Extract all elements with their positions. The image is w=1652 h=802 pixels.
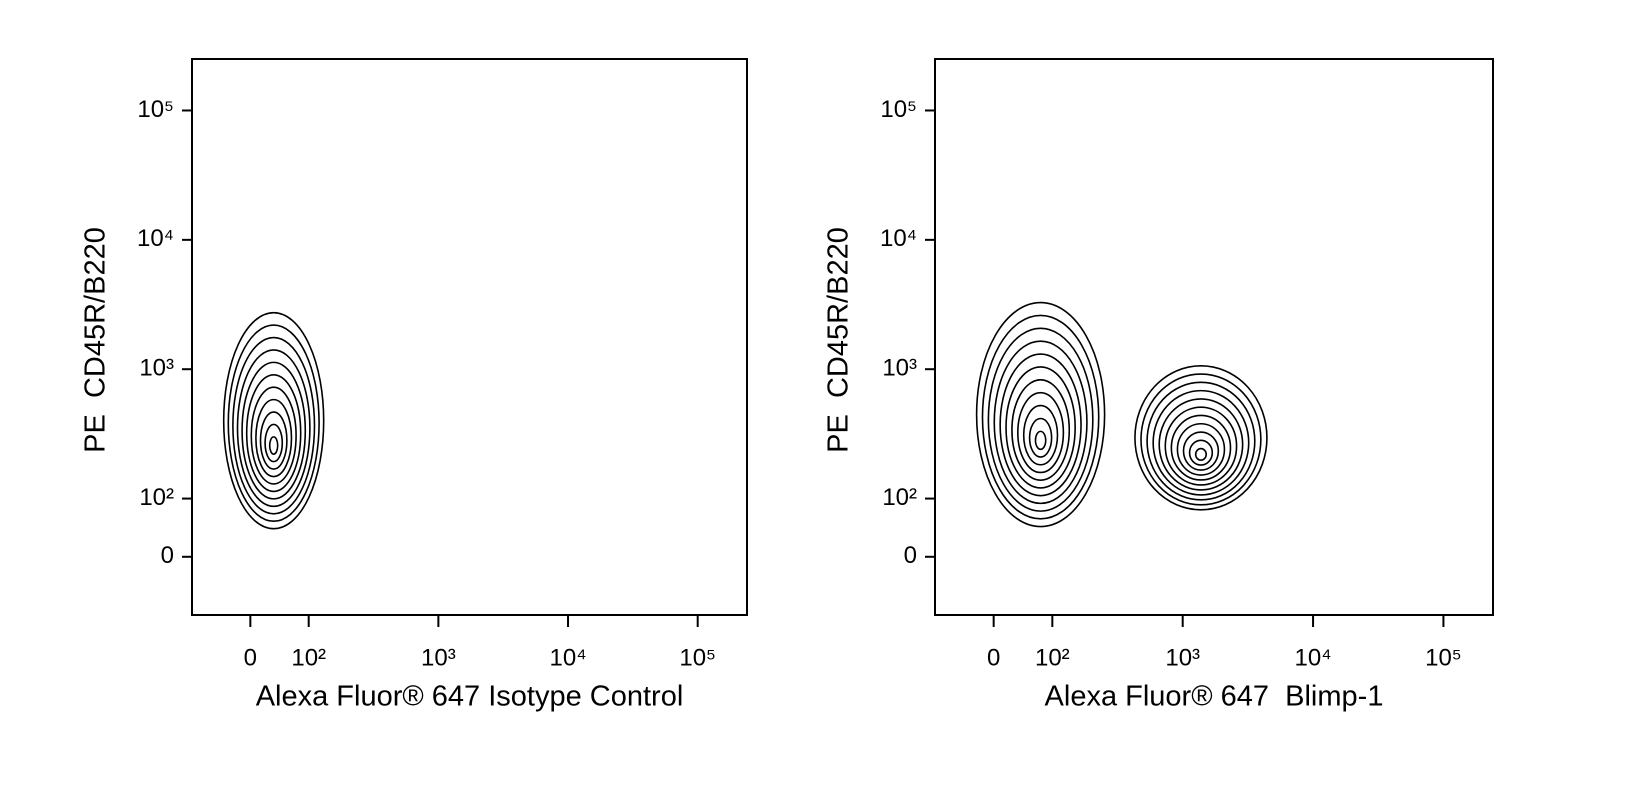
contour-line: [999, 353, 1082, 497]
contour-line: [1034, 430, 1047, 451]
contour-line: [1028, 417, 1053, 458]
y-tick-label: 10⁴: [137, 225, 174, 252]
y-tick-label: 10⁴: [880, 225, 917, 252]
contour-line: [1194, 447, 1208, 461]
contour-line: [245, 373, 302, 493]
x-tick-label: 10⁴: [550, 644, 587, 671]
contour-line: [1011, 379, 1071, 482]
contour-line: [241, 361, 307, 500]
contour-line: [1158, 398, 1244, 491]
y-axis-title: PE CD45R/B220: [823, 227, 855, 453]
contour-line: [993, 340, 1088, 505]
contour-line: [222, 311, 325, 530]
y-tick-label: 10²: [882, 484, 917, 511]
contour-line: [255, 398, 293, 478]
contour-line: [1152, 389, 1250, 496]
contour-line: [1022, 404, 1059, 466]
contour-line: [236, 349, 311, 508]
y-tick-label: 10³: [139, 355, 174, 382]
y-tick-label: 10⁵: [137, 96, 174, 123]
contour-line: [1188, 439, 1214, 466]
contour-line: [259, 411, 288, 470]
y-tick-label: 10⁵: [880, 96, 917, 123]
contour-line: [1140, 373, 1262, 506]
plot-frame: [934, 58, 1494, 616]
x-tick-label: 10³: [421, 644, 456, 671]
contour-line: [264, 423, 284, 463]
contour-line: [987, 327, 1094, 512]
contour-line: [250, 386, 297, 485]
contour-line: [1017, 391, 1065, 474]
contour-line: [981, 314, 1100, 520]
x-tick-label: 10⁴: [1295, 644, 1332, 671]
plot-frame: [191, 58, 748, 616]
contour-line: [1146, 381, 1256, 501]
contour-line: [1134, 364, 1268, 511]
y-tick-label: 0: [161, 542, 174, 569]
y-tick-label: 0: [904, 542, 917, 569]
contour-line: [1170, 414, 1232, 481]
x-axis-title: Alexa Fluor® 647 Isotype Control: [256, 681, 684, 713]
contour-line: [975, 301, 1106, 528]
contour-line: [1005, 366, 1076, 489]
contour-line: [227, 324, 320, 523]
x-tick-label: 10⁵: [679, 644, 716, 671]
x-tick-label: 0: [244, 644, 257, 671]
contour-line: [1182, 431, 1220, 471]
contour-line: [1164, 406, 1238, 486]
x-axis-title: Alexa Fluor® 647 Blimp-1: [1045, 681, 1384, 713]
x-tick-label: 10⁵: [1425, 644, 1462, 671]
y-tick-label: 10²: [139, 484, 174, 511]
x-tick-label: 10²: [291, 644, 326, 671]
contour-line: [1176, 422, 1226, 476]
contour-line: [232, 336, 316, 515]
y-axis-title: PE CD45R/B220: [80, 227, 112, 453]
y-tick-label: 10³: [882, 355, 917, 382]
x-tick-label: 10³: [1165, 644, 1200, 671]
x-tick-label: 0: [987, 644, 1000, 671]
x-tick-label: 10²: [1035, 644, 1070, 671]
contour-line: [268, 436, 279, 455]
